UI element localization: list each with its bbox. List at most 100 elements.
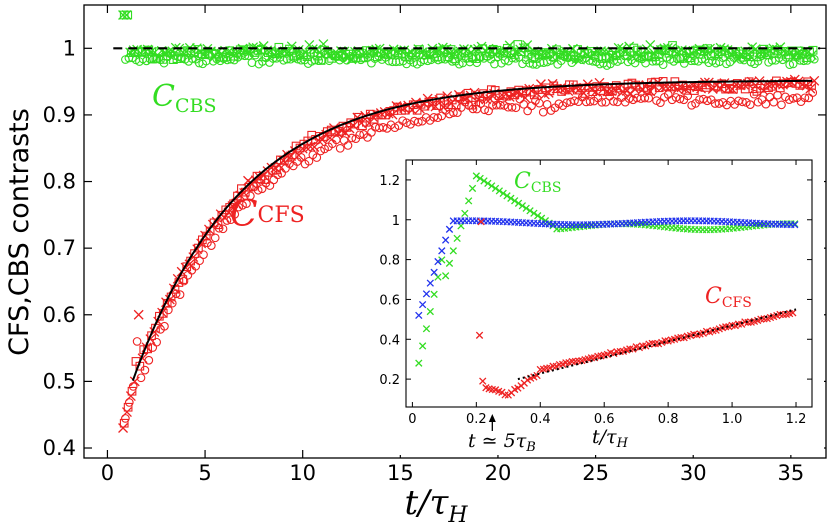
inset-cfs-point <box>587 354 596 362</box>
inset-x-tick-label-3: 0.6 <box>594 412 615 427</box>
inset-y-tick-label-5: 1.2 <box>379 174 400 189</box>
annotation-c-cfs-sub: CFS <box>258 203 305 228</box>
cbs-point-1 <box>123 10 133 20</box>
cfs-point-2 <box>253 185 263 195</box>
cfs-point-2 <box>433 113 443 123</box>
main-fit-curve <box>131 79 813 381</box>
cfs-point-2 <box>195 256 204 266</box>
cbs-point-2 <box>697 54 707 64</box>
cfs-point-2 <box>784 95 794 104</box>
cbs-point-2 <box>806 53 816 63</box>
cfs-point-2 <box>238 200 247 210</box>
cfs-point-2 <box>128 382 138 391</box>
cfs-point-2 <box>745 100 755 109</box>
cfs-point-2 <box>644 93 654 103</box>
cbs-point-2 <box>237 50 246 60</box>
cbs-point-2 <box>634 53 643 63</box>
cfs-point-2 <box>312 153 322 162</box>
inset-cbs-green-point <box>453 234 461 243</box>
cfs-point-2 <box>773 90 782 100</box>
cfs-point-2 <box>175 290 185 299</box>
cfs-point-2 <box>562 98 572 108</box>
inset-x-axis-label-sub: H <box>616 436 629 451</box>
cbs-point-2 <box>781 52 791 62</box>
inset-arrow-head <box>488 414 496 422</box>
annotation-c-cbs-main: C <box>152 79 175 114</box>
cfs-point-2 <box>273 170 283 180</box>
inset-x-tick-label-2: 0.4 <box>530 412 551 427</box>
inset-annotation-c-cbs: CCBS <box>514 169 561 196</box>
cfs-point-2 <box>769 97 779 107</box>
cbs-point-2 <box>686 56 696 66</box>
cbs-point-2 <box>240 51 250 61</box>
inset-x-tick-label-4: 0.8 <box>658 412 679 427</box>
cfs-point-2 <box>570 96 579 106</box>
cbs-point-2 <box>658 60 668 70</box>
cbs-point-1 <box>808 45 818 55</box>
inset-y-tick-label-0: 0.2 <box>379 373 400 388</box>
cfs-point-1 <box>119 418 129 428</box>
cfs-point-2 <box>335 143 345 153</box>
annotation-c-cfs-main: C <box>230 194 258 235</box>
cfs-point-2 <box>480 105 490 115</box>
cfs-point-2 <box>648 86 657 96</box>
inset-cbs-green-point <box>418 342 427 350</box>
main-marks <box>118 10 820 433</box>
cfs-point-2 <box>808 88 818 97</box>
inset-arrow-label-prefix: t ≃ 5τ <box>468 430 527 452</box>
cfs-point-2 <box>499 101 509 110</box>
cfs-point-1 <box>123 402 133 412</box>
cfs-point-2 <box>222 216 232 225</box>
inset-y-tick-label-2: 0.6 <box>379 293 400 308</box>
annotation-c-cbs-sub: CBS <box>175 95 217 117</box>
inset-cbs-green-point <box>480 177 488 185</box>
inset-x-ticks: 0 0.2 0.4 0.6 0.8 1.0 1.2 <box>408 160 806 427</box>
cfs-point-1 <box>127 386 137 396</box>
inset-background <box>364 157 824 455</box>
main-plot: 0 5 10 15 20 25 30 35 0.40.50.60.70.80.91 CFS,C… <box>4 4 827 523</box>
cfs-point-2 <box>585 97 595 106</box>
inset-cfs-point <box>533 371 541 380</box>
cfs-point-2 <box>210 233 220 243</box>
cfs-point-2 <box>136 373 146 383</box>
inset-cbs-green-point <box>422 325 431 333</box>
inset-cbs-green-point <box>488 182 496 190</box>
cbs-point-2 <box>388 57 397 67</box>
cbs-point-2 <box>145 54 155 64</box>
cfs-point-2 <box>234 202 243 212</box>
cfs-point-0 <box>133 309 144 320</box>
inset-cbs-green-point <box>445 259 454 267</box>
inset-cbs-blue-point <box>430 268 438 277</box>
cfs-point-2 <box>167 298 177 308</box>
inset-y-tick-label-1: 0.4 <box>379 333 400 348</box>
inset-cbs-green-point <box>537 214 546 222</box>
main-y-tick-label-6: 1 <box>63 36 76 60</box>
inset-cbs-green-point <box>461 209 469 218</box>
main-x-tick-label-35: 35 <box>777 461 804 485</box>
inset-cfs-outlier-2 <box>477 218 485 226</box>
main-x-tick-label-30: 30 <box>680 461 707 485</box>
inset-cbs-blue-point <box>422 290 431 298</box>
inset-cbs-green-point <box>534 212 542 220</box>
inset-cbs-green-point <box>449 247 457 255</box>
cfs-point-2 <box>246 191 255 201</box>
cfs-point-2 <box>343 141 353 150</box>
main-fit <box>113 47 821 381</box>
inset-marks <box>415 172 799 399</box>
inset-cbs-green-point <box>468 184 477 193</box>
inset-cbs-green-point <box>530 209 538 217</box>
inset-annotation-c-cbs-sub: CBS <box>531 180 562 196</box>
inset-annotation-c-cfs-main: C <box>705 284 722 309</box>
cfs-point-2 <box>702 96 712 106</box>
inset-cfs-point <box>626 345 634 353</box>
main-y-tick-label-4: 0.8 <box>43 170 76 194</box>
main-y-tick-label-5: 0.9 <box>43 103 76 127</box>
inset-cbs-green-point <box>430 290 438 298</box>
main-x-ticks: 0 5 10 15 20 25 30 35 <box>101 5 804 485</box>
inset-cbs-green-point <box>495 187 504 195</box>
cfs-point-2 <box>413 117 423 127</box>
cbs-point-2 <box>795 56 805 65</box>
inset-cbs-blue-point <box>415 311 423 320</box>
cfs-point-2 <box>164 305 173 315</box>
